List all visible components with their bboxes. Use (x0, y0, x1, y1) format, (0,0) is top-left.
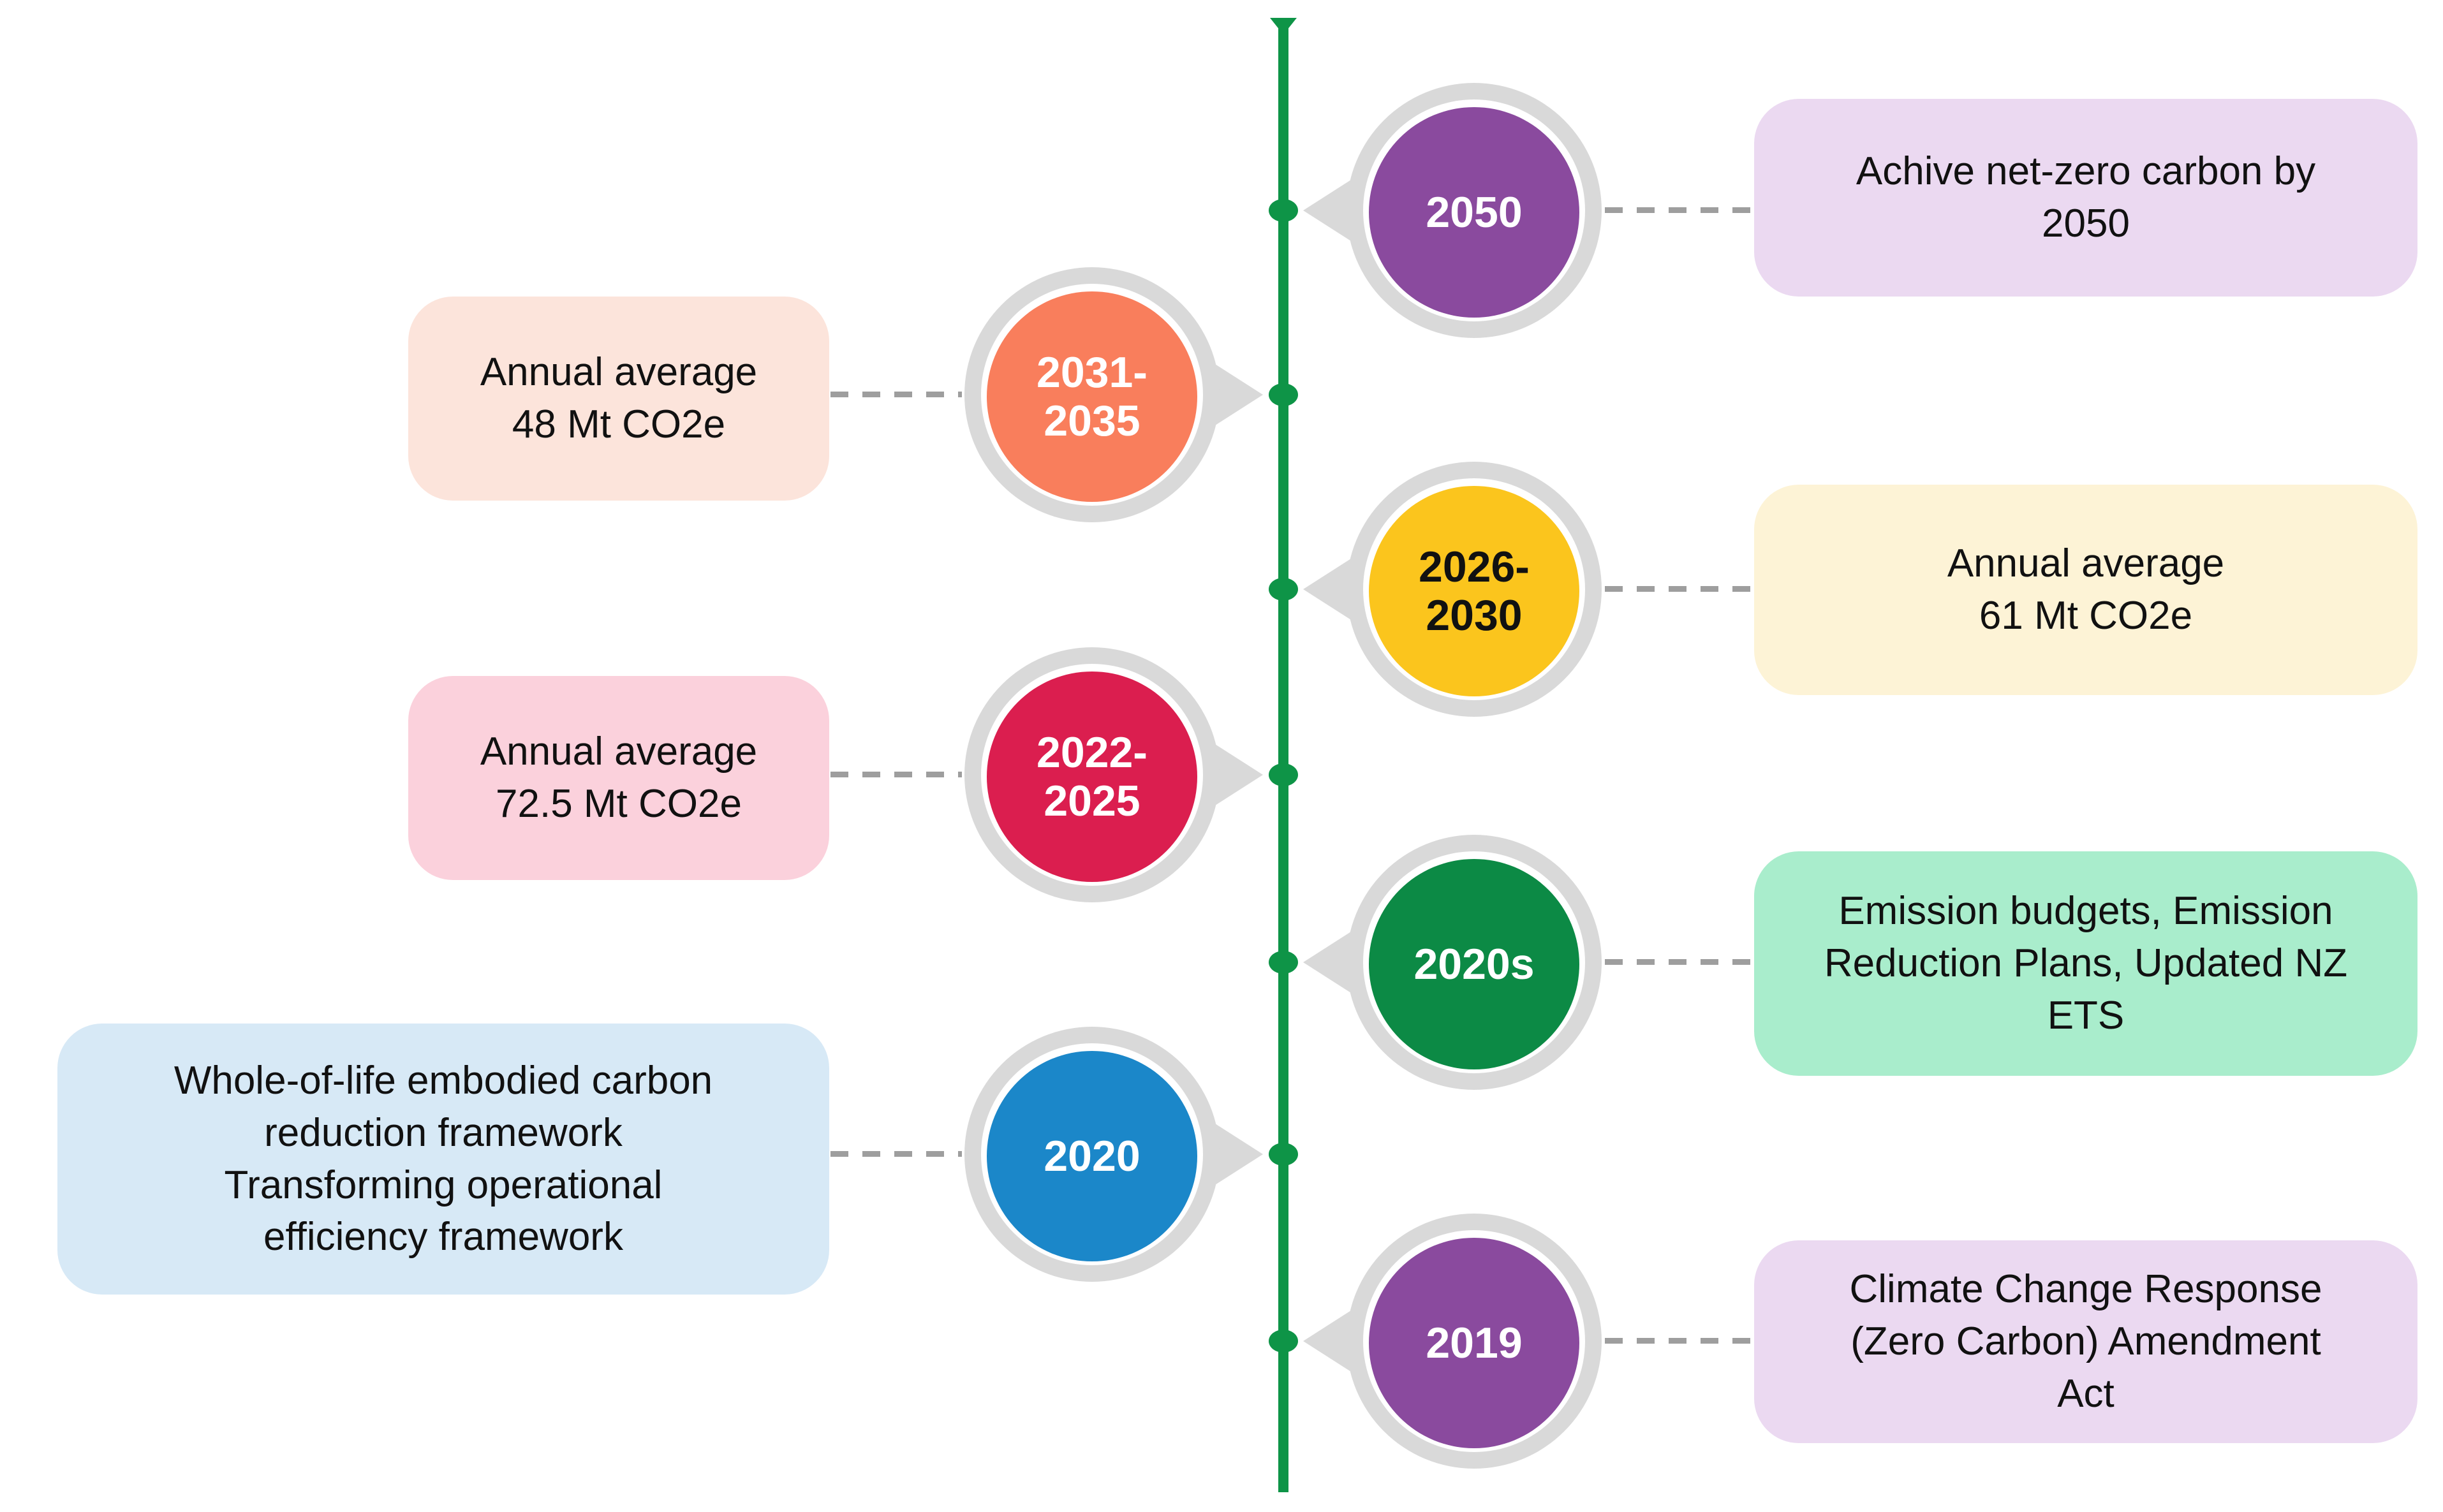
year-label: 2020 (1044, 1131, 1140, 1180)
year-circle-ring: 2026- 2030 (1347, 462, 1602, 717)
year-circle-ring: 2031- 2035 (964, 267, 1220, 522)
description-text: Annual average 61 Mt CO2e (1947, 541, 2225, 638)
timeline-axis (1278, 28, 1288, 1492)
description-card: Annual average 72.5 Mt CO2e (408, 676, 829, 880)
year-circle: 2020 (987, 1051, 1197, 1261)
year-circle-ring: 2022- 2025 (964, 647, 1220, 902)
year-label: 2020s (1413, 939, 1535, 988)
description-card: Annual average 61 Mt CO2e (1754, 485, 2417, 695)
year-circle-ring: 2020s (1347, 835, 1602, 1090)
description-text: Emission budgets, Emission Reduction Pla… (1824, 889, 2348, 1038)
timeline-dot (1269, 951, 1298, 974)
description-text: Whole-of-life embodied carbon reduction … (173, 1058, 713, 1259)
year-circle: 2019 (1369, 1238, 1579, 1448)
year-circle-ring: 2020 (964, 1027, 1220, 1282)
dashed-connector (830, 392, 962, 397)
dashed-connector (830, 1151, 962, 1157)
timeline-dot (1269, 383, 1298, 406)
dashed-connector (1605, 959, 1753, 965)
year-label: 2026- 2030 (1419, 542, 1530, 640)
dashed-connector (1605, 207, 1753, 213)
year-label: 2050 (1426, 187, 1523, 237)
year-circle-gap: 2031- 2035 (981, 284, 1203, 506)
year-circle-gap: 2050 (1363, 99, 1585, 321)
year-circle: 2020s (1369, 859, 1579, 1069)
dashed-connector (1605, 586, 1753, 592)
year-circle-gap: 2020s (1363, 851, 1585, 1073)
year-label: 2022- 2025 (1037, 728, 1148, 825)
year-circle: 2031- 2035 (987, 291, 1197, 502)
year-circle: 2026- 2030 (1369, 486, 1579, 696)
dashed-connector (1605, 1338, 1753, 1344)
year-circle-gap: 2020 (981, 1043, 1203, 1265)
year-circle-gap: 2026- 2030 (1363, 478, 1585, 700)
description-card: Whole-of-life embodied carbon reduction … (57, 1024, 829, 1295)
description-card: Emission budgets, Emission Reduction Pla… (1754, 851, 2417, 1076)
description-text: Annual average 72.5 Mt CO2e (480, 730, 758, 826)
year-circle: 2050 (1369, 107, 1579, 318)
year-circle-ring: 2019 (1347, 1214, 1602, 1469)
year-circle: 2022- 2025 (987, 672, 1197, 882)
dashed-connector (830, 772, 962, 777)
timeline-dot (1269, 763, 1298, 786)
description-card: Achive net-zero carbon by 2050 (1754, 99, 2417, 297)
year-circle-ring: 2050 (1347, 83, 1602, 338)
timeline-dot (1269, 1330, 1298, 1353)
description-text: Climate Change Response (Zero Carbon) Am… (1849, 1267, 2322, 1416)
year-circle-gap: 2019 (1363, 1230, 1585, 1452)
timeline-dot (1269, 199, 1298, 222)
year-label: 2031- 2035 (1037, 348, 1148, 445)
year-label: 2019 (1426, 1318, 1523, 1367)
timeline-dot (1269, 578, 1298, 601)
description-text: Annual average 48 Mt CO2e (480, 350, 758, 446)
description-card: Climate Change Response (Zero Carbon) Am… (1754, 1240, 2417, 1443)
timeline-dot (1269, 1143, 1298, 1166)
year-circle-gap: 2022- 2025 (981, 664, 1203, 886)
description-card: Annual average 48 Mt CO2e (408, 297, 829, 501)
description-text: Achive net-zero carbon by 2050 (1856, 149, 2316, 246)
